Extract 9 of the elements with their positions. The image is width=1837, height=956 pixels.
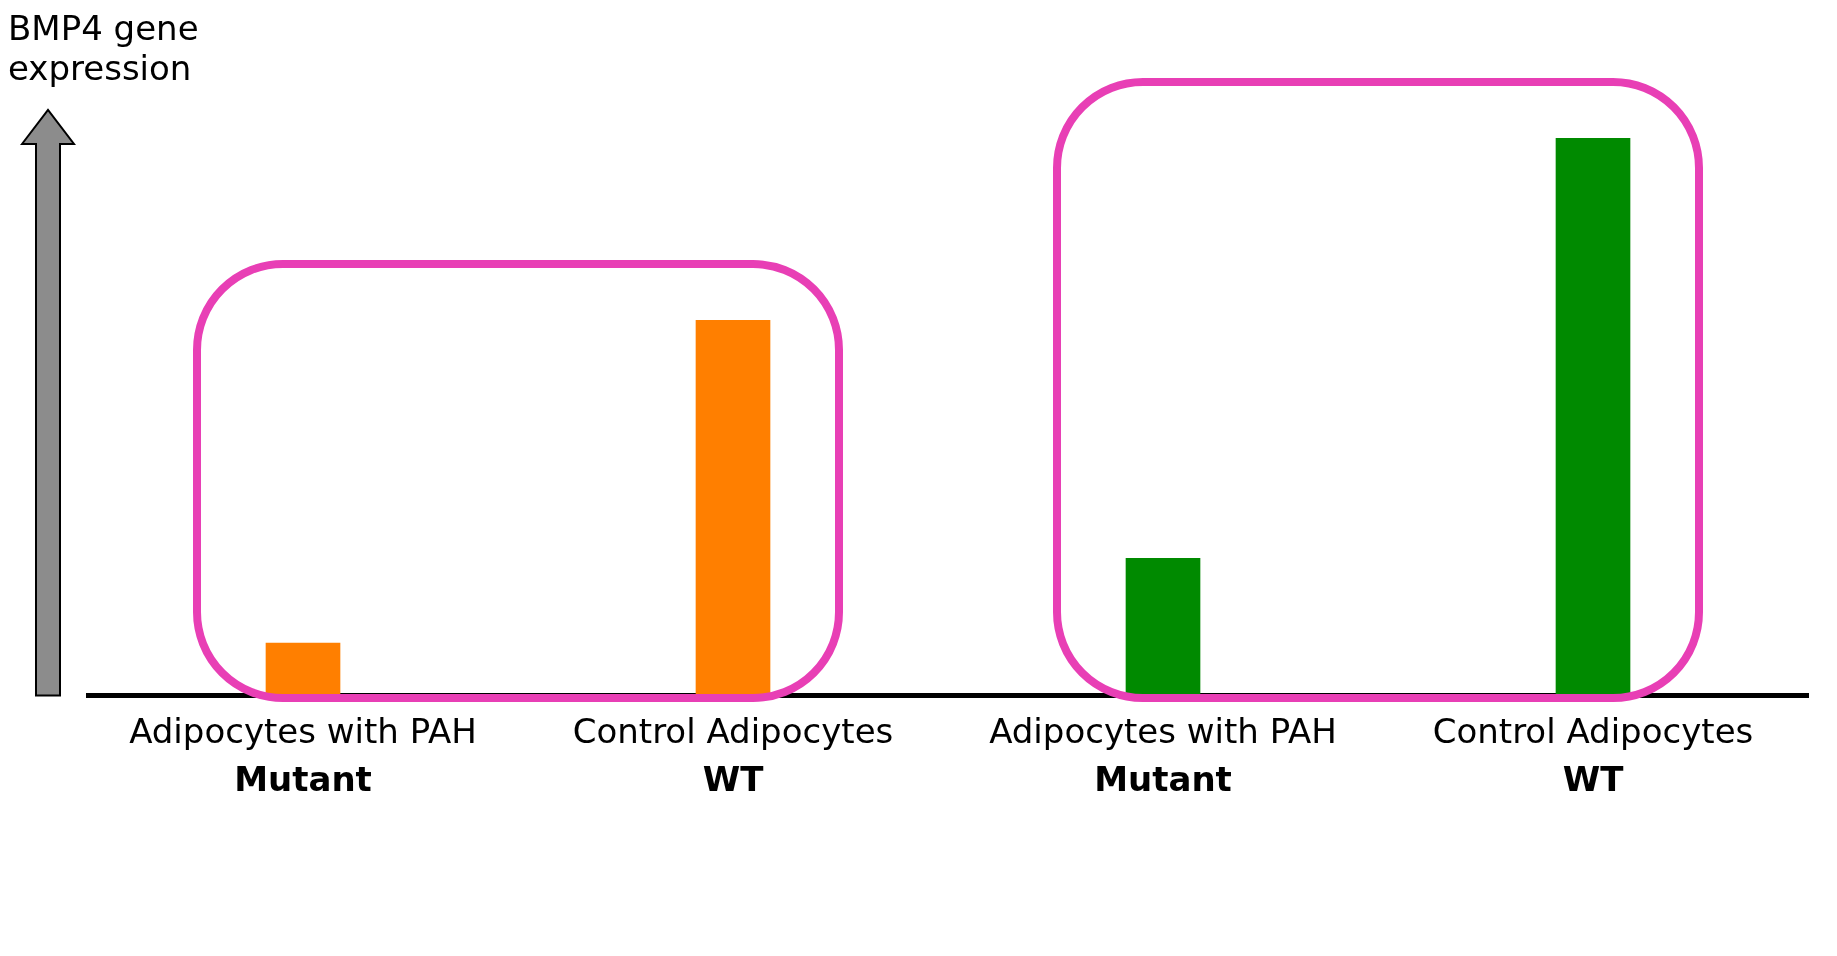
y-axis-title: BMP4 gene expression <box>8 8 200 88</box>
bar <box>1125 558 1201 696</box>
x-tick-label: Adipocytes with PAH Mutant <box>129 711 477 800</box>
x-tick-label: Control Adipocytes WT <box>572 711 894 800</box>
bar <box>1555 138 1631 696</box>
x-tick-label: Control Adipocytes WT <box>1432 711 1754 800</box>
x-tick-label: Adipocytes with PAH Mutant <box>989 711 1337 800</box>
bar <box>265 642 341 696</box>
bar <box>695 320 771 696</box>
